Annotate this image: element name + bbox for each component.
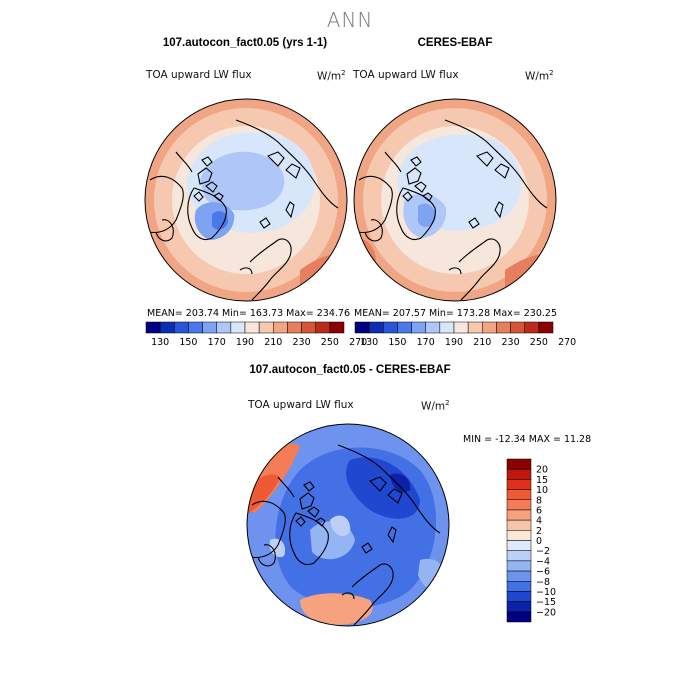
colorbar-cell [506,540,532,551]
colorbar-tick-label: −8 [536,577,550,588]
colorbar-tick-label: 130 [151,337,169,348]
colorbar-cell [506,519,532,531]
units-label-obs: W/m2 [525,69,554,83]
colorbar-tick-label: −2 [536,546,550,557]
colorbar-cell [174,321,189,334]
colorbar-cell [482,321,497,334]
panel-title-obs: CERES-EBAF [417,37,493,49]
colorbar-cell [506,530,532,541]
colorbar-tick-label: 150 [179,337,197,348]
colorbar-cell [538,321,554,334]
variable-label-model: TOA upward LW flux [146,69,252,81]
colorbar-cell [439,321,455,334]
colorbar-cell [467,321,483,334]
colorbar-tick-label: −15 [536,597,556,608]
colorbar-cell [506,601,532,613]
colorbar-tick-label: 10 [536,485,548,496]
colorbar-cell [506,611,532,623]
colorbar-cell [273,321,288,334]
variable-label-obs: TOA upward LW flux [353,69,459,81]
colorbar-cell [287,321,302,334]
colorbar-cell [411,321,426,334]
polar-map-obs [353,98,557,302]
variable-label-diff: TOA upward LW flux [248,399,354,411]
polar-map-model [144,98,348,302]
stats-obs: MEAN= 207.57 Min= 173.28 Max= 230.25 [354,308,558,319]
colorbar-cell [216,321,232,334]
colorbar-cell [506,581,532,592]
colorbar-cell [506,479,532,490]
stats-model: MEAN= 203.74 Min= 163.73 Max= 234.76 [147,308,351,319]
colorbar-cell [354,321,370,334]
colorbar-cell [315,321,331,334]
colorbar-tick-label: −10 [536,587,556,598]
colorbar-cell [506,489,532,500]
colorbar-tick-label: −4 [536,556,550,567]
colorbar-cell [506,550,532,562]
colorbar-cell [397,321,412,334]
colorbar-cell [506,468,532,480]
colorbar-cell [506,560,532,572]
colorbar-cell [188,321,203,334]
colorbar-cell [301,321,316,334]
colorbar-cell [506,591,532,602]
colorbar-tick-label: 6 [536,505,542,516]
colorbar-cell [506,570,532,582]
colorbar-tick-label: 15 [536,475,548,486]
colorbar-cell [244,321,260,334]
colorbar-tick-label: 210 [473,337,491,348]
colorbar-tick-label: 210 [264,337,282,348]
colorbar-tick-label: 190 [236,337,254,348]
colorbar-tick-label: 250 [530,337,548,348]
polar-map-diff [246,423,450,627]
colorbar-tick-label: 190 [445,337,463,348]
colorbar-cell [524,321,540,334]
colorbar-cell [510,321,525,334]
colorbar-cell [453,321,469,334]
colorbar-cell [506,499,532,511]
colorbar-cell [506,458,532,470]
colorbar-tick-label: 8 [536,495,542,506]
colorbar-cell [230,321,246,334]
colorbar-tick-label: 270 [558,337,576,348]
colorbar-tick-label: 170 [208,337,226,348]
colorbar-tick-label: 150 [388,337,406,348]
colorbar-cell [425,321,441,334]
panel-title-diff: 107.autocon_fact0.05 - CERES-EBAF [249,364,451,376]
colorbar-tick-label: 20 [536,465,548,476]
units-label-diff: W/m2 [421,399,450,413]
colorbar-cell [496,321,511,334]
colorbar-cell [383,321,398,334]
colorbar-tick-label: 4 [536,516,542,527]
main-title: ANN [326,8,374,32]
colorbar-cell [329,321,345,334]
panel-title-model: 107.autocon_fact0.05 (yrs 1-1) [162,37,328,49]
colorbar-cell [368,321,384,334]
colorbar-tick-label: 270 [349,337,367,348]
colorbar-cell [159,321,175,334]
colorbar-tick-label: 230 [502,337,520,348]
colorbar-tick-label: 0 [536,536,542,547]
colorbar-cell [258,321,274,334]
units-label-model: W/m2 [317,69,346,83]
colorbar-tick-label: 230 [293,337,311,348]
colorbar-tick-label: −20 [536,607,556,618]
colorbar-tick-label: −6 [536,567,550,578]
colorbar-tick-label: 250 [321,337,339,348]
colorbar-cell [202,321,217,334]
stats-diff: MIN = -12.34 MAX = 11.28 [463,434,592,445]
colorbar-cell [145,321,161,334]
colorbar-tick-label: 2 [536,526,542,537]
colorbar-tick-label: 170 [417,337,435,348]
colorbar-tick-label: 130 [360,337,378,348]
colorbar-cell [506,509,532,521]
